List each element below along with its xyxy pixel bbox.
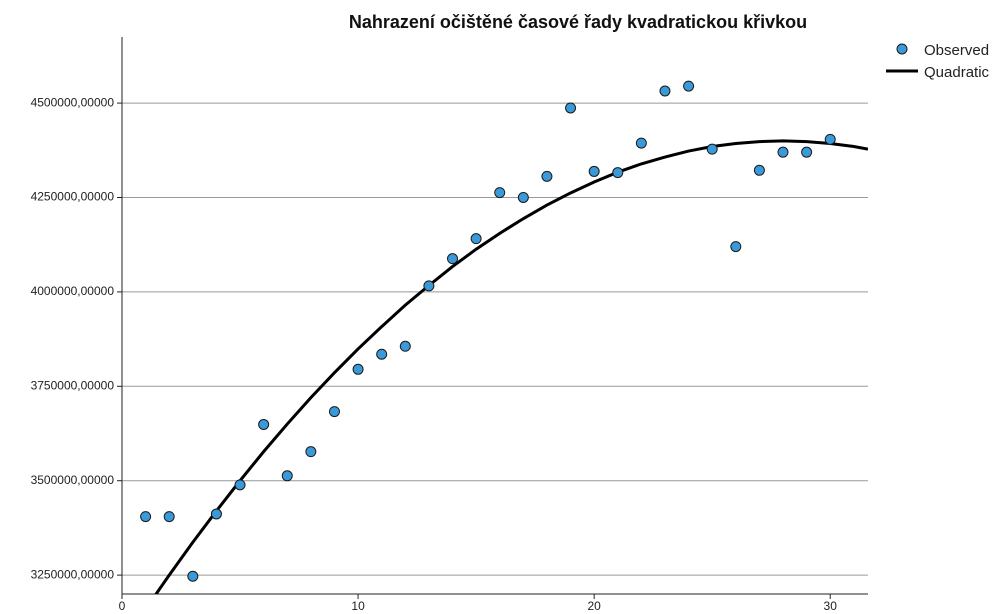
x-tick-label: 10 xyxy=(351,599,365,613)
point xyxy=(210,508,222,520)
point xyxy=(447,253,459,265)
point xyxy=(753,164,765,176)
y-tick-label: 3250000,00000 xyxy=(31,567,115,581)
point xyxy=(258,418,270,430)
point xyxy=(352,363,364,375)
point xyxy=(423,280,435,292)
point xyxy=(305,446,317,458)
point xyxy=(328,406,340,418)
y-tick-label: 3500000,00000 xyxy=(31,473,115,487)
y-tick-label: 3750000,00000 xyxy=(31,378,115,392)
x-tick-label: 30 xyxy=(824,599,838,613)
legend-marker xyxy=(896,43,908,55)
legend-label: Observed xyxy=(924,42,989,59)
point xyxy=(659,85,671,97)
y-tick-label: 4000000,00000 xyxy=(31,284,115,298)
point xyxy=(541,170,553,182)
point xyxy=(163,511,175,523)
point xyxy=(801,146,813,158)
point xyxy=(517,191,529,203)
y-tick-label: 4250000,00000 xyxy=(31,190,115,204)
legend-label: Quadratic xyxy=(924,64,990,81)
point xyxy=(612,167,624,179)
x-tick-label: 0 xyxy=(119,599,126,613)
point xyxy=(706,143,718,155)
point xyxy=(777,146,789,158)
x-tick-label: 20 xyxy=(587,599,601,613)
chart-title: Nahrazení očištěné časové řady kvadratic… xyxy=(349,12,807,32)
point xyxy=(494,187,506,199)
plot-area xyxy=(154,139,868,594)
y-tick-label: 4500000,00000 xyxy=(31,95,115,109)
point xyxy=(470,233,482,245)
point xyxy=(234,479,246,491)
point xyxy=(565,102,577,114)
point xyxy=(281,470,293,482)
point xyxy=(376,348,388,360)
fit-line xyxy=(154,139,868,594)
point xyxy=(824,133,836,145)
point xyxy=(683,80,695,92)
point xyxy=(730,241,742,253)
point xyxy=(588,165,600,177)
point xyxy=(635,137,647,149)
point xyxy=(140,511,152,523)
point xyxy=(187,570,199,582)
point xyxy=(399,340,411,352)
